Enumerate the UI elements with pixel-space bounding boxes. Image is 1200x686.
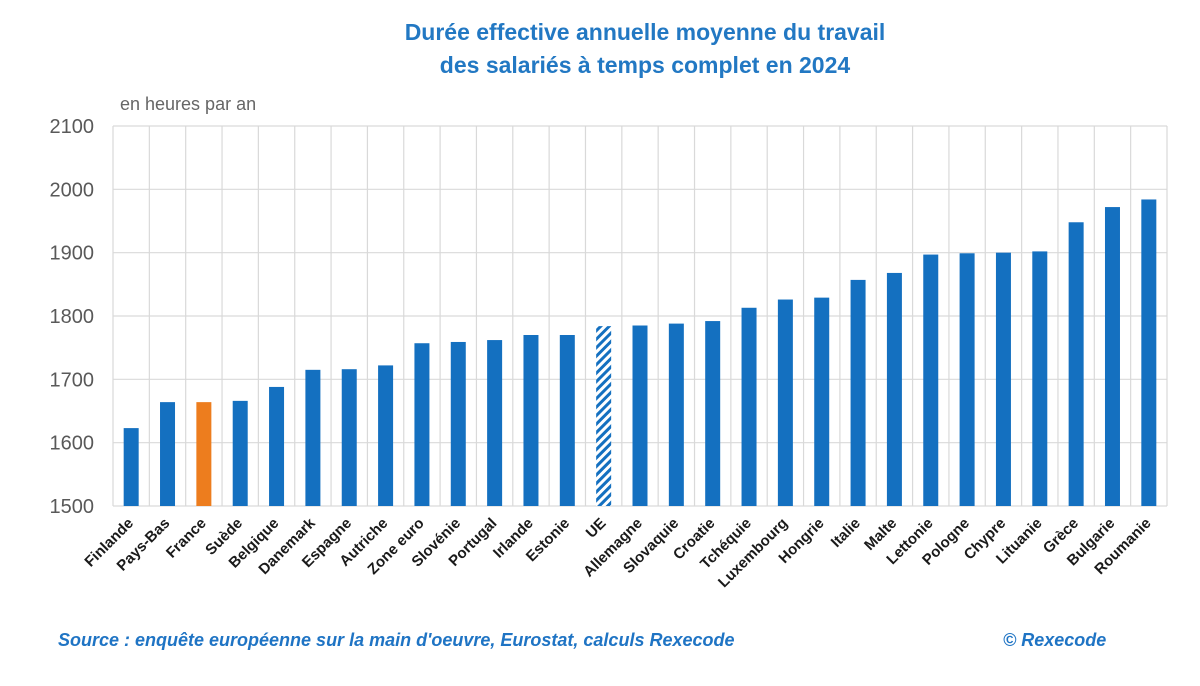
y-axis-unit-label: en heures par an [120, 94, 257, 114]
bar-luxembourg [777, 299, 793, 506]
bar-pays-bas [160, 402, 176, 506]
bar-chypre [995, 252, 1011, 506]
y-tick-label: 2000 [50, 179, 95, 201]
bar-allemagne [632, 325, 648, 506]
y-tick-label: 2100 [50, 116, 95, 138]
chart-title-line-1: Durée effective annuelle moyenne du trav… [404, 19, 886, 45]
bar-grèce [1068, 222, 1084, 506]
bar-lettonie [923, 254, 939, 506]
bar-slovaquie [668, 323, 684, 506]
x-tick-label: France [163, 515, 210, 562]
bar-estonie [559, 335, 575, 506]
source-note: Source : enquête européenne sur la main … [58, 630, 735, 650]
bar-roumanie [1141, 199, 1157, 506]
y-tick-label: 1800 [50, 306, 95, 328]
bar-finlande [123, 428, 139, 506]
bar-espagne [341, 369, 357, 506]
bar-italie [850, 279, 866, 506]
bar-portugal [487, 340, 503, 506]
bar-suède [232, 400, 248, 506]
y-tick-label: 1900 [50, 243, 95, 265]
bar-france [196, 402, 212, 506]
bar-hongrie [814, 297, 830, 506]
x-tick-label: UE [583, 515, 610, 542]
bar-malte [886, 272, 902, 506]
bar-autriche [378, 365, 394, 506]
bar-belgique [269, 386, 285, 506]
chart-title-line-2: des salariés à temps complet en 2024 [439, 52, 851, 78]
bar-slovénie [450, 341, 466, 506]
x-tick-label: Italie [828, 515, 864, 551]
bar-lituanie [1032, 251, 1048, 506]
copyright-note: © Rexecode [1003, 630, 1107, 650]
bar-danemark [305, 369, 321, 506]
bar-bulgarie [1104, 207, 1120, 507]
bar-tchéquie [741, 307, 757, 506]
y-tick-label: 1600 [50, 433, 95, 455]
bar-pologne [959, 253, 975, 506]
y-tick-label: 1700 [50, 369, 95, 391]
bar-ue [596, 326, 612, 506]
y-tick-label: 1500 [50, 496, 95, 518]
bar-irlande [523, 335, 539, 506]
bar-croatie [705, 321, 721, 506]
bar-zone-euro [414, 343, 430, 506]
